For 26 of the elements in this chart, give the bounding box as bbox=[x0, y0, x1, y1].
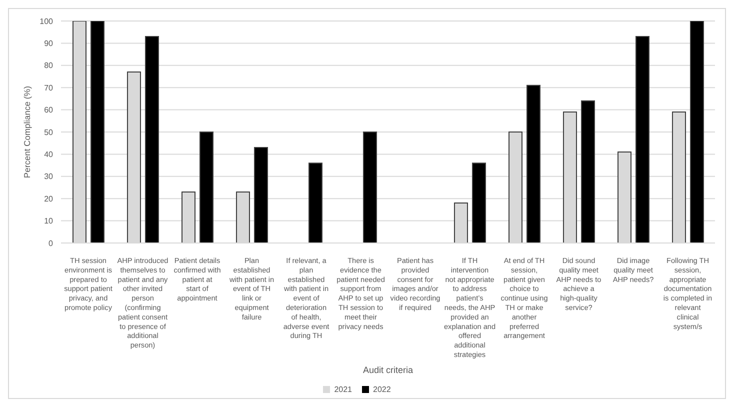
x-axis-title: Audit criteria bbox=[362, 365, 414, 375]
y-tick-label: 30 bbox=[44, 172, 54, 182]
y-tick-label: 10 bbox=[44, 216, 54, 226]
bar bbox=[526, 84, 540, 243]
y-tick-label: 20 bbox=[44, 194, 54, 204]
bar bbox=[199, 132, 214, 243]
bar bbox=[144, 36, 159, 243]
legend-label: 2022 bbox=[373, 385, 391, 394]
bar bbox=[254, 147, 268, 243]
y-tick-label: 90 bbox=[44, 39, 54, 48]
legend-label: 2021 bbox=[334, 385, 352, 394]
y-axis-title: Percent Compliance (%) bbox=[22, 86, 32, 178]
bar bbox=[308, 162, 322, 243]
bar bbox=[580, 100, 595, 243]
y-tick-label: 70 bbox=[44, 83, 54, 92]
y-tick-label: 40 bbox=[44, 150, 54, 160]
bar bbox=[472, 162, 486, 243]
y-tick-label: 100 bbox=[40, 16, 54, 26]
bar bbox=[362, 132, 377, 243]
bar bbox=[635, 36, 650, 243]
bar bbox=[90, 21, 104, 243]
y-tick-label: 50 bbox=[44, 128, 54, 137]
y-tick-label: 80 bbox=[44, 61, 54, 70]
y-tick-label: 0 bbox=[48, 238, 54, 248]
bar bbox=[690, 21, 704, 243]
y-tick-label: 60 bbox=[44, 106, 54, 115]
